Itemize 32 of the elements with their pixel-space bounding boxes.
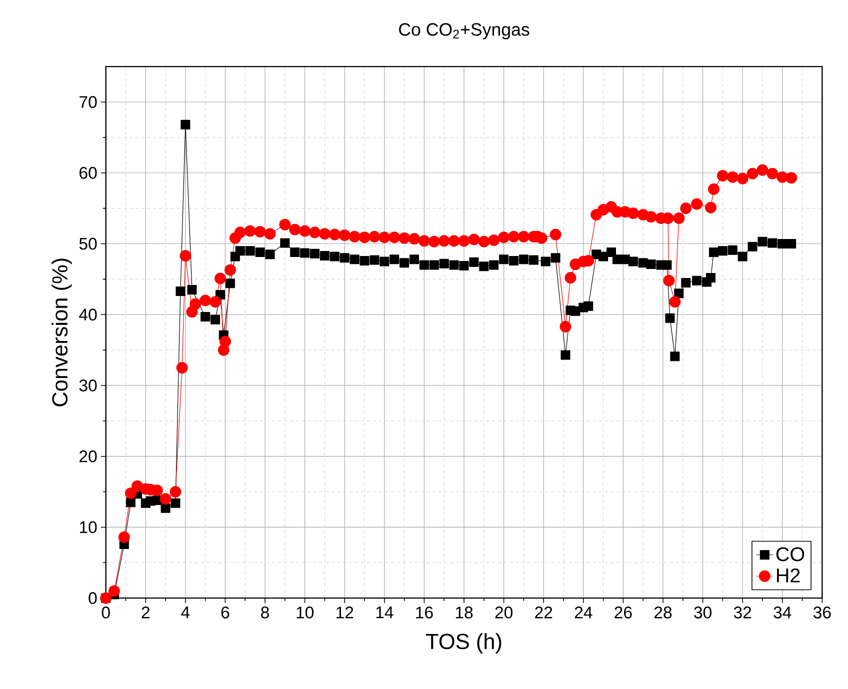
x-tick-label: 26 (614, 606, 632, 619)
x-tick-label: 10 (296, 606, 314, 619)
legend-label: CO (776, 547, 804, 562)
x-tick-label: 20 (495, 606, 513, 619)
x-tick-label: 30 (694, 606, 712, 619)
x-tick-label: 14 (376, 606, 394, 618)
x-tick-label: 22 (535, 606, 552, 619)
y-tick-label: 0 (88, 592, 97, 604)
y-tick-label: 40 (79, 308, 97, 321)
y-tick-label: 20 (80, 450, 97, 463)
x-tick-label: 24 (574, 606, 592, 619)
x-tick-label: 36 (813, 606, 831, 619)
x-tick-label: 16 (416, 606, 433, 619)
legend-label: H2 (777, 568, 800, 583)
x-tick-label: 0 (102, 606, 110, 619)
x-tick-label: 12 (336, 606, 354, 619)
x-tick-label: 6 (221, 606, 230, 619)
x-tick-label: 32 (734, 606, 752, 619)
y-tick-label: 50 (79, 238, 97, 250)
x-tick-label: 28 (654, 606, 672, 619)
x-axis-title: TOS (h) (426, 633, 502, 654)
chart-title: Co CO$_{2}$+Syngas (399, 23, 530, 40)
x-tick-label: 8 (261, 606, 269, 619)
y-tick-label: 10 (80, 522, 97, 534)
x-tick-label: 2 (142, 606, 150, 619)
x-tick-label: 34 (774, 606, 792, 619)
y-tick-label: 60 (80, 167, 97, 180)
y-tick-label: 30 (79, 380, 97, 392)
x-tick-label: 18 (456, 606, 473, 619)
y-tick-label: 70 (80, 96, 97, 108)
y-axis-title: Conversion (%) (52, 258, 72, 407)
x-tick-label: 4 (181, 606, 190, 618)
